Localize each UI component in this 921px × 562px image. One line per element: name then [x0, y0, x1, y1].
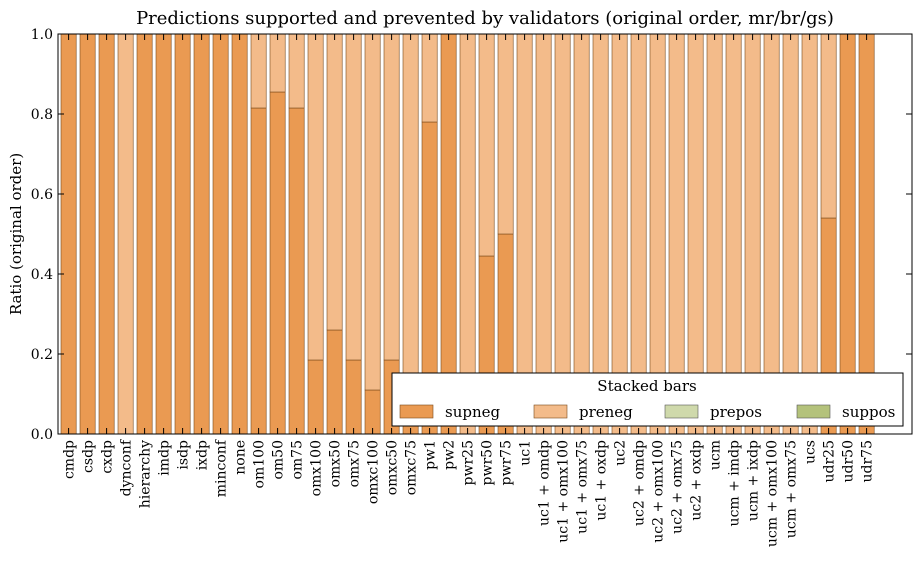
x-tick-label: ucm — [708, 440, 724, 470]
x-tick-label: pw1 — [423, 440, 439, 470]
bar-supneg-8 — [212, 33, 229, 435]
bar-preneg-18 — [402, 33, 419, 391]
plot-area-frame — [57, 33, 913, 435]
bar-preneg-40 — [820, 33, 837, 219]
y-axis-ticks: 0.0 0.2 0.4 0.6 0.8 1.0 — [31, 27, 912, 443]
x-tick-label: imdp — [157, 440, 173, 476]
chart-title: Predictions supported and prevented by v… — [136, 8, 834, 29]
y-tick-label: 1.0 — [31, 27, 53, 43]
legend-label-suppos: suppos — [842, 403, 895, 421]
bar-supneg-16 — [364, 389, 381, 435]
bar-preneg-11 — [269, 33, 286, 93]
bar-supneg-0 — [60, 33, 77, 435]
bar-supneg-1 — [79, 33, 96, 435]
x-tick-label: omx100 — [309, 440, 325, 496]
x-tick-label: udr50 — [841, 440, 857, 483]
x-tick-label: pwr50 — [480, 440, 496, 485]
x-tick-label: ucs — [803, 440, 819, 464]
x-tick-label: uc1 + omdp — [537, 440, 553, 526]
bar-supneg-6 — [174, 33, 191, 435]
x-tick-label: om100 — [252, 440, 268, 488]
x-tick-label: ucm + omx75 — [784, 440, 800, 538]
x-tick-label: cxdp — [100, 440, 116, 474]
x-tick-label: pwr75 — [499, 440, 515, 485]
x-tick-label: isdp — [176, 440, 192, 470]
legend-title: Stacked bars — [597, 377, 696, 395]
x-tick-label: omxc75 — [404, 440, 420, 495]
y-tick-label: 0.4 — [31, 267, 53, 283]
x-tick-label: uc2 + oxdp — [689, 440, 705, 521]
x-tick-label: udr25 — [822, 440, 838, 483]
bar-preneg-23 — [497, 33, 514, 235]
x-tick-label: omx50 — [328, 440, 344, 487]
x-tick-label: cmdp — [62, 440, 78, 479]
bar-supneg-2 — [98, 33, 115, 435]
x-tick-label: uc2 + omx75 — [670, 440, 686, 534]
x-tick-label: ucm + omx100 — [765, 440, 781, 547]
bar-preneg-15 — [345, 33, 362, 361]
x-axis-ticks: cmdp csdp cxdp dynconf hierarchy imdp isdp ixdp… — [62, 34, 876, 547]
bar-preneg-22 — [478, 33, 495, 257]
x-tick-label: uc2 + omdp — [632, 440, 648, 526]
x-tick-label: pw2 — [442, 440, 458, 470]
x-tick-label: csdp — [81, 440, 97, 473]
legend-swatch-suppos — [796, 404, 831, 419]
legend-label-preneg: preneg — [579, 403, 633, 421]
bar-supneg-4 — [136, 33, 153, 435]
x-tick-label: uc1 + omx100 — [556, 440, 572, 543]
bar-supneg-5 — [155, 33, 172, 435]
x-tick-label: omx75 — [347, 440, 363, 487]
x-tick-label: dynconf — [119, 438, 135, 496]
x-tick-label: uc2 + omx100 — [651, 440, 667, 543]
y-tick-label: 0.8 — [31, 107, 53, 123]
legend-swatch-supneg — [399, 404, 434, 419]
legend-swatch-preneg — [533, 404, 568, 419]
bar-supneg-7 — [193, 33, 210, 435]
legend-label-supneg: supneg — [445, 403, 500, 421]
bar-supneg-13 — [307, 359, 324, 435]
x-tick-label: uc1 + oxdp — [594, 440, 610, 521]
x-tick-label: omxc50 — [385, 440, 401, 495]
y-tick-label: 0.0 — [31, 427, 53, 443]
x-tick-label: uc1 + omx75 — [575, 440, 591, 534]
x-tick-label: ucm + ixdp — [746, 440, 762, 521]
legend-entries: supneg preneg prepos suppos — [399, 403, 895, 421]
legend: Stacked bars supneg preneg prepos suppos — [391, 372, 904, 427]
x-tick-label: minconf — [214, 438, 230, 497]
bar-supneg-12 — [288, 107, 305, 435]
bar-preneg-12 — [288, 33, 305, 109]
bar-supneg-14 — [326, 329, 343, 435]
y-axis-label: Ratio (original order) — [7, 153, 25, 315]
x-tick-label: uc1 — [518, 440, 534, 466]
x-tick-label: om75 — [290, 440, 306, 480]
x-tick-label: ucm + imdp — [727, 440, 743, 526]
x-tick-label: ixdp — [195, 440, 211, 470]
x-tick-label: hierarchy — [138, 440, 154, 508]
bar-preneg-17 — [383, 33, 400, 361]
legend-label-prepos: prepos — [710, 403, 762, 421]
x-tick-label: none — [233, 440, 249, 475]
x-tick-label: uc2 — [613, 440, 629, 466]
bar-preneg-13 — [307, 33, 324, 361]
bar-supneg-10 — [250, 107, 267, 435]
bar-supneg-11 — [269, 91, 286, 435]
bar-supneg-9 — [231, 33, 248, 435]
y-tick-label: 0.6 — [31, 187, 53, 203]
x-tick-label: om50 — [271, 440, 287, 480]
bar-supneg-15 — [345, 359, 362, 435]
bar-preneg-3 — [117, 33, 134, 435]
bar-preneg-16 — [364, 33, 381, 391]
y-tick-label: 0.2 — [31, 347, 53, 363]
bar-preneg-14 — [326, 33, 343, 331]
bar-preneg-10 — [250, 33, 267, 109]
x-tick-label: udr75 — [860, 440, 876, 483]
legend-swatch-prepos — [664, 404, 699, 419]
x-tick-label: omxc100 — [366, 440, 382, 504]
x-tick-label: pwr25 — [461, 440, 477, 485]
bar-preneg-19 — [421, 33, 438, 123]
